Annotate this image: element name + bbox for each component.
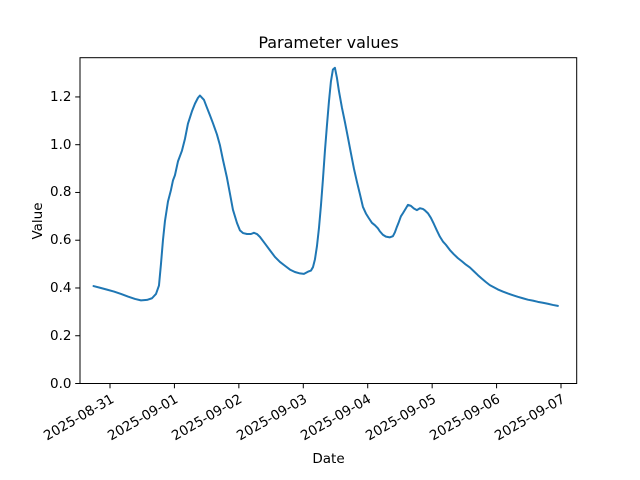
y-tick-label: 0.8 <box>50 184 72 201</box>
y-tick-label: 1.2 <box>50 88 72 105</box>
y-tick-label: 0.6 <box>50 232 72 249</box>
y-tick-label: 0.4 <box>50 279 72 296</box>
y-axis-label: Value <box>30 202 46 240</box>
axes-spines <box>79 57 578 384</box>
chart-title: Parameter values <box>258 33 399 52</box>
y-tick-label: 0.0 <box>50 375 72 392</box>
x-axis-label: Date <box>312 451 345 467</box>
data-line <box>92 66 559 307</box>
y-tick-label: 1.0 <box>50 136 72 153</box>
y-tick-label: 0.2 <box>50 327 72 344</box>
